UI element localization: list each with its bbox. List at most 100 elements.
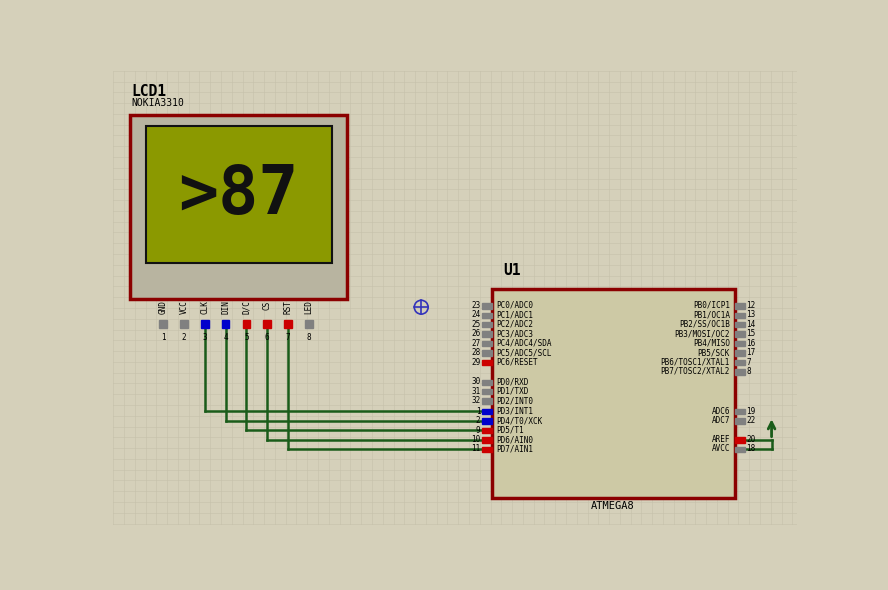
Bar bbox=[734, 332, 745, 337]
Text: 3: 3 bbox=[202, 333, 207, 342]
Text: 2: 2 bbox=[182, 333, 186, 342]
Text: PD7/AIN1: PD7/AIN1 bbox=[496, 444, 534, 454]
Bar bbox=[482, 418, 492, 424]
Text: ADC7: ADC7 bbox=[711, 416, 730, 425]
Text: LED: LED bbox=[305, 300, 313, 314]
Text: PB5/SCK: PB5/SCK bbox=[698, 348, 730, 357]
Bar bbox=[146, 126, 332, 263]
Text: 28: 28 bbox=[472, 348, 480, 357]
Bar bbox=[264, 320, 271, 328]
Bar bbox=[482, 303, 492, 309]
Text: PC1/ADC1: PC1/ADC1 bbox=[496, 310, 534, 319]
Text: CS: CS bbox=[263, 300, 272, 310]
Text: 8: 8 bbox=[746, 367, 750, 376]
Bar bbox=[305, 320, 313, 328]
Text: PD3/INT1: PD3/INT1 bbox=[496, 407, 534, 416]
Text: 31: 31 bbox=[472, 387, 480, 396]
Text: PB6/TOSC1/XTAL1: PB6/TOSC1/XTAL1 bbox=[661, 358, 730, 366]
Text: 30: 30 bbox=[472, 378, 480, 386]
Text: 25: 25 bbox=[472, 320, 480, 329]
Text: PB7/TOSC2/XTAL2: PB7/TOSC2/XTAL2 bbox=[661, 367, 730, 376]
Bar bbox=[482, 379, 492, 385]
Text: 5: 5 bbox=[244, 333, 249, 342]
Text: 26: 26 bbox=[472, 329, 480, 338]
Text: PC2/ADC2: PC2/ADC2 bbox=[496, 320, 534, 329]
Bar bbox=[734, 409, 745, 414]
Bar bbox=[160, 320, 167, 328]
Text: 32: 32 bbox=[472, 396, 480, 405]
Bar bbox=[482, 322, 492, 327]
Text: PD5/T1: PD5/T1 bbox=[496, 425, 525, 435]
Text: 11: 11 bbox=[472, 444, 480, 454]
Text: 23: 23 bbox=[472, 301, 480, 310]
Text: >87: >87 bbox=[178, 162, 299, 228]
Text: 27: 27 bbox=[472, 339, 480, 348]
Text: PC4/ADC4/SDA: PC4/ADC4/SDA bbox=[496, 339, 552, 348]
Text: AVCC: AVCC bbox=[711, 444, 730, 454]
Bar bbox=[482, 313, 492, 318]
Bar bbox=[482, 409, 492, 414]
Bar bbox=[284, 320, 292, 328]
Text: 19: 19 bbox=[746, 407, 756, 416]
Bar bbox=[482, 350, 492, 356]
Text: PB2/SS/OC1B: PB2/SS/OC1B bbox=[679, 320, 730, 329]
Text: 15: 15 bbox=[746, 329, 756, 338]
Text: U1: U1 bbox=[503, 263, 521, 278]
Bar bbox=[482, 360, 492, 365]
Text: LCD1: LCD1 bbox=[131, 84, 167, 99]
Text: D/C: D/C bbox=[242, 300, 251, 314]
Text: 2: 2 bbox=[476, 416, 480, 425]
Text: 14: 14 bbox=[746, 320, 756, 329]
Bar bbox=[482, 398, 492, 404]
Bar bbox=[482, 437, 492, 442]
Text: PC0/ADC0: PC0/ADC0 bbox=[496, 301, 534, 310]
Bar bbox=[482, 332, 492, 337]
Bar bbox=[734, 341, 745, 346]
Text: RST: RST bbox=[283, 300, 292, 314]
Text: PC3/ADC3: PC3/ADC3 bbox=[496, 329, 534, 338]
Text: PB4/MISO: PB4/MISO bbox=[693, 339, 730, 348]
Text: ATMEGA8: ATMEGA8 bbox=[591, 501, 635, 511]
Bar bbox=[242, 320, 250, 328]
Text: 12: 12 bbox=[746, 301, 756, 310]
Bar bbox=[482, 447, 492, 452]
Bar bbox=[131, 116, 347, 299]
Bar bbox=[734, 350, 745, 356]
Text: 24: 24 bbox=[472, 310, 480, 319]
Text: PB3/MOSI/OC2: PB3/MOSI/OC2 bbox=[675, 329, 730, 338]
Text: PB1/OC1A: PB1/OC1A bbox=[693, 310, 730, 319]
Text: 18: 18 bbox=[746, 444, 756, 454]
Text: 1: 1 bbox=[476, 407, 480, 416]
Bar bbox=[482, 428, 492, 433]
Text: PD6/AIN0: PD6/AIN0 bbox=[496, 435, 534, 444]
Text: 16: 16 bbox=[746, 339, 756, 348]
Text: ADC6: ADC6 bbox=[711, 407, 730, 416]
Text: 1: 1 bbox=[161, 333, 165, 342]
Bar bbox=[201, 320, 209, 328]
Bar bbox=[222, 320, 229, 328]
Text: VCC: VCC bbox=[179, 300, 188, 314]
Text: 7: 7 bbox=[746, 358, 750, 366]
Text: 22: 22 bbox=[746, 416, 756, 425]
Text: 9: 9 bbox=[476, 425, 480, 435]
Text: 13: 13 bbox=[746, 310, 756, 319]
Text: 17: 17 bbox=[746, 348, 756, 357]
Bar bbox=[734, 369, 745, 375]
Text: 20: 20 bbox=[746, 435, 756, 444]
Text: PD4/T0/XCK: PD4/T0/XCK bbox=[496, 416, 543, 425]
Text: PB0/ICP1: PB0/ICP1 bbox=[693, 301, 730, 310]
Text: NOKIA3310: NOKIA3310 bbox=[131, 98, 185, 108]
Text: PD1/TXD: PD1/TXD bbox=[496, 387, 529, 396]
Bar bbox=[482, 389, 492, 395]
Text: 8: 8 bbox=[306, 333, 311, 342]
Text: 6: 6 bbox=[265, 333, 270, 342]
Text: PC5/ADC5/SCL: PC5/ADC5/SCL bbox=[496, 348, 552, 357]
Bar bbox=[492, 289, 734, 498]
Text: DIN: DIN bbox=[221, 300, 230, 314]
Text: 10: 10 bbox=[472, 435, 480, 444]
Text: 29: 29 bbox=[472, 358, 480, 366]
Bar bbox=[734, 418, 745, 424]
Text: CLK: CLK bbox=[201, 300, 210, 314]
Text: PC6/RESET: PC6/RESET bbox=[496, 358, 538, 366]
Bar bbox=[734, 360, 745, 365]
